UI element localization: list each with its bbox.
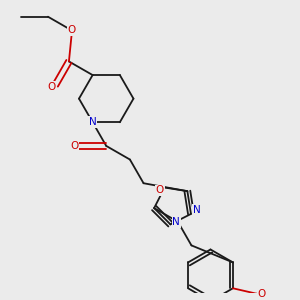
Text: O: O xyxy=(68,25,76,35)
Text: O: O xyxy=(257,289,266,299)
Text: O: O xyxy=(156,185,164,196)
Text: N: N xyxy=(172,218,180,227)
Text: O: O xyxy=(70,141,78,151)
Text: O: O xyxy=(47,82,56,92)
Text: N: N xyxy=(89,117,97,127)
Text: N: N xyxy=(193,205,201,215)
